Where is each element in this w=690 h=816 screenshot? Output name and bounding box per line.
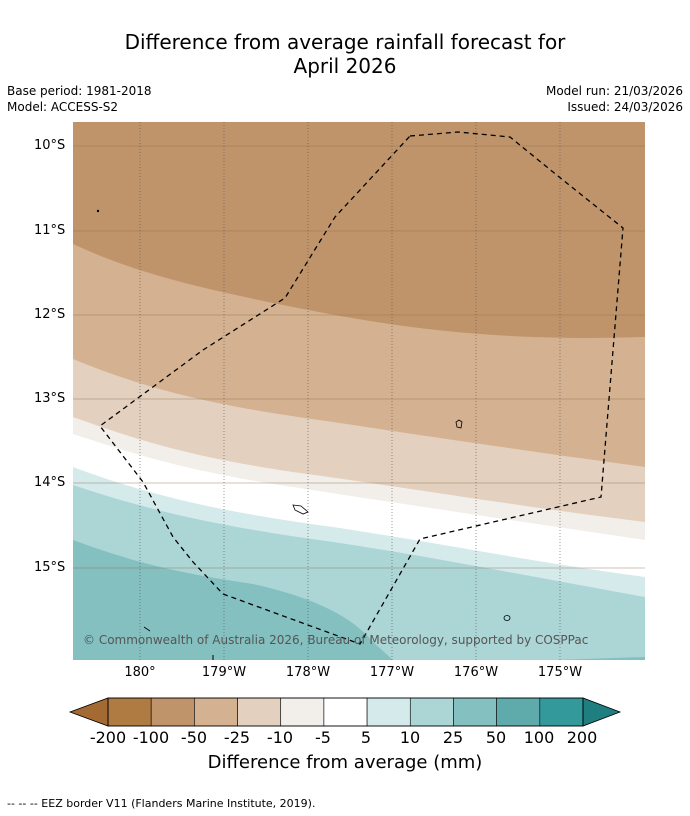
islet-north xyxy=(96,209,100,213)
colorbar-cell xyxy=(539,697,584,727)
colorbar-label: -5 xyxy=(315,728,331,747)
model-name: Model: ACCESS-S2 xyxy=(7,100,119,114)
lon-label-178w: 178°W xyxy=(285,665,331,680)
colorbar-label: 100 xyxy=(523,728,555,747)
colorbar-label: -10 xyxy=(266,728,294,747)
meta-left: Base period: 1981-2018 Model: ACCESS-S2 xyxy=(7,83,152,115)
colorbar-outline xyxy=(107,697,584,727)
lat-label-11s: 11°S xyxy=(34,223,66,238)
island-southeast xyxy=(503,615,511,621)
copyright-notice: © Commonwealth of Australia 2026, Bureau… xyxy=(83,633,589,647)
colorbar xyxy=(68,697,622,727)
colorbar-cell xyxy=(107,697,152,727)
lon-label-179w: 179°W xyxy=(201,665,247,680)
lat-label-12s: 12°S xyxy=(34,307,66,322)
lat-label-15s: 15°S xyxy=(34,560,66,575)
colorbar-label: 50 xyxy=(485,728,507,747)
band-plus-25 xyxy=(73,540,393,660)
colorbar-cell xyxy=(323,697,368,727)
colorbar-label: -100 xyxy=(132,728,170,747)
colorbar-cell xyxy=(496,697,541,727)
colorbar-cell xyxy=(366,697,411,727)
colorbar-cell xyxy=(194,697,238,727)
colorbar-cell xyxy=(150,697,195,727)
map-panel xyxy=(73,122,645,660)
colorbar-cell xyxy=(280,697,325,727)
colorbar-cell xyxy=(409,697,454,727)
colorbar-label: 10 xyxy=(399,728,421,747)
colorbar-cell xyxy=(453,697,497,727)
colorbar-label: 5 xyxy=(360,728,372,747)
map-title: Difference from average rainfall forecas… xyxy=(0,30,690,78)
lon-label-177w: 177°W xyxy=(369,665,415,680)
colorbar-label: 200 xyxy=(566,728,598,747)
model-run: Model run: 21/03/2026 xyxy=(545,84,683,98)
lat-label-10s: 10°S xyxy=(34,138,66,153)
islands xyxy=(96,209,511,632)
title-line-1: Difference from average rainfall forecas… xyxy=(124,30,566,54)
colorbar-cell xyxy=(237,697,282,727)
title-line-2: April 2026 xyxy=(293,54,397,78)
issued-date: Issued: 24/03/2026 xyxy=(567,100,683,114)
lat-label-13s: 13°S xyxy=(34,391,66,406)
colorbar-label: -200 xyxy=(89,728,127,747)
lon-label-176w: 176°W xyxy=(453,665,499,680)
band-plus-25-edge xyxy=(553,657,645,660)
lat-gridlines xyxy=(73,145,645,569)
eez-border xyxy=(99,131,624,645)
eez-legend-note: -- -- -- EEZ border V11 (Flanders Marine… xyxy=(7,797,316,810)
base-period: Base period: 1981-2018 xyxy=(7,84,152,98)
colorbar-title: Difference from average (mm) xyxy=(207,752,483,773)
meta-right: Model run: 21/03/2026 Issued: 24/03/2026 xyxy=(546,83,683,115)
island-east xyxy=(455,419,463,429)
lat-label-14s: 14°S xyxy=(34,475,66,490)
islet-southwest xyxy=(143,626,151,632)
lon-label-175w: 175°W xyxy=(537,665,583,680)
colorbar-label: 25 xyxy=(442,728,464,747)
colorbar-arrow-right xyxy=(582,697,622,727)
island-central xyxy=(292,504,309,515)
colorbar-arrow-left xyxy=(68,697,109,727)
colorbar-label: -25 xyxy=(223,728,251,747)
colorbar-label: -50 xyxy=(180,728,208,747)
lon-label-180: 180° xyxy=(124,665,156,680)
